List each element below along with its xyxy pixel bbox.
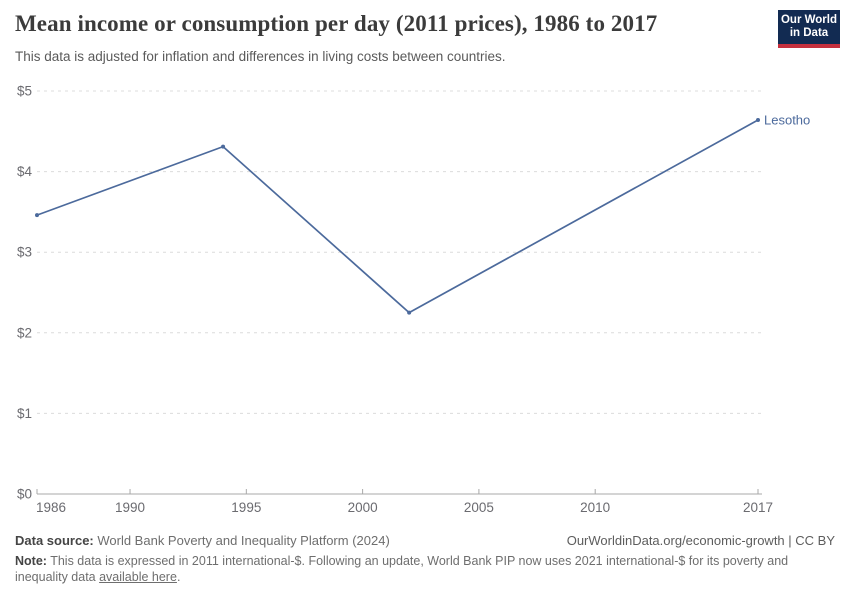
y-tick-label: $3: [17, 245, 32, 260]
y-tick-label: $1: [17, 406, 32, 421]
x-tick-label: 1986: [36, 500, 66, 515]
data-point[interactable]: [756, 118, 760, 123]
chart-subtitle: This data is adjusted for inflation and …: [15, 49, 506, 64]
y-tick-label: $5: [17, 84, 32, 99]
owid-logo-line2: in Data: [789, 27, 829, 39]
chart-note: Note: This data is expressed in 2011 int…: [15, 553, 835, 585]
x-tick-label: 2010: [580, 500, 610, 515]
data-source-label: Data source:: [15, 533, 94, 548]
data-point[interactable]: [221, 144, 226, 149]
owid-logo[interactable]: Our World in Data: [778, 10, 840, 48]
x-tick-label: 2005: [464, 500, 494, 515]
available-here-link[interactable]: available here: [99, 570, 177, 584]
note-label: Note:: [15, 554, 47, 568]
data-source-value: World Bank Poverty and Inequality Platfo…: [93, 533, 390, 548]
y-tick-label: $0: [17, 487, 32, 502]
x-tick-label: 1995: [231, 500, 261, 515]
data-source: Data source: World Bank Poverty and Ineq…: [15, 533, 390, 548]
x-tick-label: 1990: [115, 500, 145, 515]
x-tick-label: 2017: [743, 500, 773, 515]
data-line[interactable]: [36, 119, 759, 314]
y-tick-label: $4: [17, 164, 33, 179]
data-point[interactable]: [35, 213, 39, 218]
note-period: .: [176, 570, 181, 584]
series-end-label[interactable]: Lesotho: [764, 113, 810, 128]
chart-footer: Data source: World Bank Poverty and Ineq…: [15, 533, 835, 585]
chart-title: Mean income or consumption per day (2011…: [15, 11, 658, 36]
data-point[interactable]: [407, 310, 412, 315]
note-text: This data is expressed in 2011 internati…: [15, 554, 789, 584]
attribution: OurWorldinData.org/economic-growth | CC …: [566, 533, 835, 548]
x-tick-label: 2000: [348, 500, 378, 515]
y-tick-label: $2: [17, 325, 32, 340]
owid-logo-line1: Our World: [780, 14, 837, 26]
